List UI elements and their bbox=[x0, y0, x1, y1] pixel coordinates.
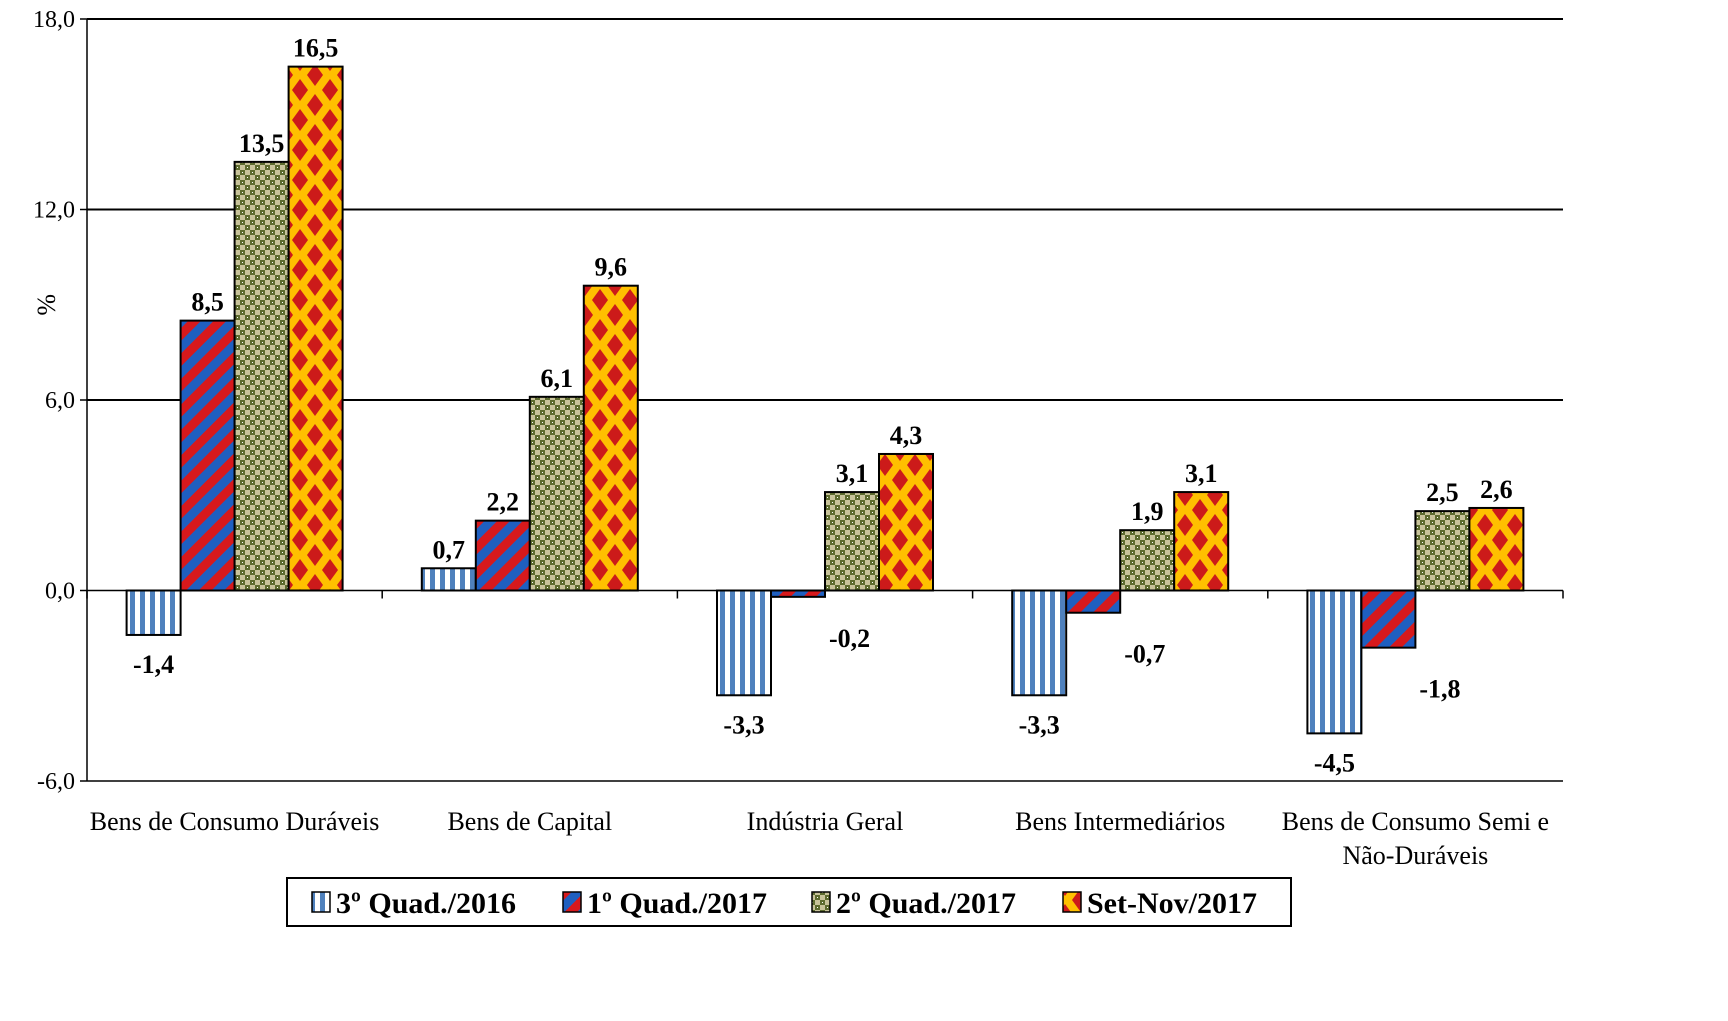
data-label-s3-c1: 9,6 bbox=[595, 253, 628, 282]
data-label-s2-c2: 3,1 bbox=[836, 459, 869, 488]
data-label-s2-c1: 6,1 bbox=[541, 364, 574, 393]
data-label-s1-c3: -0,7 bbox=[1124, 640, 1165, 669]
data-label-s3-c0: 16,5 bbox=[293, 34, 339, 63]
data-label-s0-c2: -3,3 bbox=[723, 710, 764, 739]
legend-label-3: Set-Nov/2017 bbox=[1087, 887, 1257, 920]
y-tick-label-1: 0,0 bbox=[45, 579, 75, 605]
data-label-s0-c3: -3,3 bbox=[1019, 710, 1060, 739]
bar-s2-c2 bbox=[824, 491, 880, 592]
y-tick-label-0: -6,0 bbox=[37, 769, 75, 795]
legend-label-2: 2º Quad./2017 bbox=[836, 887, 1016, 920]
legend-swatch-1 bbox=[562, 891, 582, 913]
bar-s2-c0 bbox=[233, 160, 290, 592]
data-label-s3-c3: 3,1 bbox=[1185, 459, 1218, 488]
data-label-s1-c2: -0,2 bbox=[829, 624, 870, 653]
legend-swatch-0 bbox=[311, 891, 331, 913]
y-tick-label-3: 12,0 bbox=[33, 198, 75, 224]
data-label-s0-c1: 0,7 bbox=[433, 535, 466, 564]
bar-s0-c4 bbox=[1306, 589, 1363, 735]
bar-s1-c3 bbox=[1065, 589, 1122, 614]
category-labels: Bens de Consumo Duráveis Bens de Capital I… bbox=[90, 807, 1549, 870]
bar-s0-c2 bbox=[716, 589, 772, 697]
bar-s3-c0 bbox=[287, 65, 344, 592]
category-label-4: Bens de Consumo Semi e Não-Duráveis bbox=[1282, 807, 1549, 870]
data-label-s0-c0: -1,4 bbox=[133, 650, 174, 679]
category-label-0: Bens de Consumo Duráveis bbox=[90, 807, 380, 836]
data-label-s3-c4: 2,6 bbox=[1480, 475, 1513, 504]
data-label-s0-c4: -4,5 bbox=[1314, 748, 1355, 777]
bar-s1-c2 bbox=[770, 589, 826, 598]
bar-s3-c1 bbox=[582, 284, 639, 592]
bars bbox=[125, 65, 1525, 735]
bar-s2-c4 bbox=[1414, 510, 1471, 592]
bar-s0-c0 bbox=[125, 589, 182, 636]
y-tick-label-2: 6,0 bbox=[45, 388, 75, 414]
legend-box bbox=[286, 877, 1292, 927]
legend-label-0: 3º Quad./2016 bbox=[336, 887, 516, 920]
y-axis-label: % bbox=[32, 294, 61, 316]
data-label-s1-c4: -1,8 bbox=[1419, 675, 1460, 704]
bar-s2-c1 bbox=[528, 395, 585, 592]
data-label-s2-c3: 1,9 bbox=[1131, 497, 1164, 526]
y-tick-label-4: 18,0 bbox=[33, 7, 75, 33]
category-label-2: Indústria Geral bbox=[747, 807, 904, 836]
legend-swatch-2 bbox=[811, 891, 831, 913]
y-tick-labels: -6,0 0,0 6,0 12,0 18,0 bbox=[33, 7, 75, 795]
bar-s3-c3 bbox=[1173, 491, 1230, 592]
bar-s3-c2 bbox=[878, 452, 934, 592]
data-label-s1-c1: 2,2 bbox=[487, 488, 520, 517]
bar-s2-c3 bbox=[1119, 529, 1176, 592]
bar-s0-c1 bbox=[420, 567, 477, 592]
data-label-s1-c0: 8,5 bbox=[191, 288, 224, 317]
category-label-3: Bens Intermediários bbox=[1015, 807, 1225, 836]
legend: 3º Quad./2016 1º Quad./2017 2º Quad./2017 S… bbox=[286, 877, 1292, 927]
legend-label-1: 1º Quad./2017 bbox=[587, 887, 767, 920]
data-label-s2-c0: 13,5 bbox=[239, 129, 285, 158]
bar-s1-c1 bbox=[474, 519, 531, 592]
data-label-s2-c4: 2,5 bbox=[1426, 478, 1459, 507]
data-label-s3-c2: 4,3 bbox=[890, 421, 923, 450]
bar-s3-c4 bbox=[1468, 506, 1525, 592]
bar-s1-c0 bbox=[179, 319, 236, 592]
bar-s0-c3 bbox=[1011, 589, 1068, 697]
bar-s1-c4 bbox=[1360, 589, 1417, 649]
data-labels: -1,4 8,5 13,5 16,5 0,7 2,2 6,1 9,6 -3,3 -0,2 3,1 4,… bbox=[133, 34, 1513, 778]
category-label-1: Bens de Capital bbox=[447, 807, 612, 836]
legend-swatch-3 bbox=[1062, 891, 1082, 913]
